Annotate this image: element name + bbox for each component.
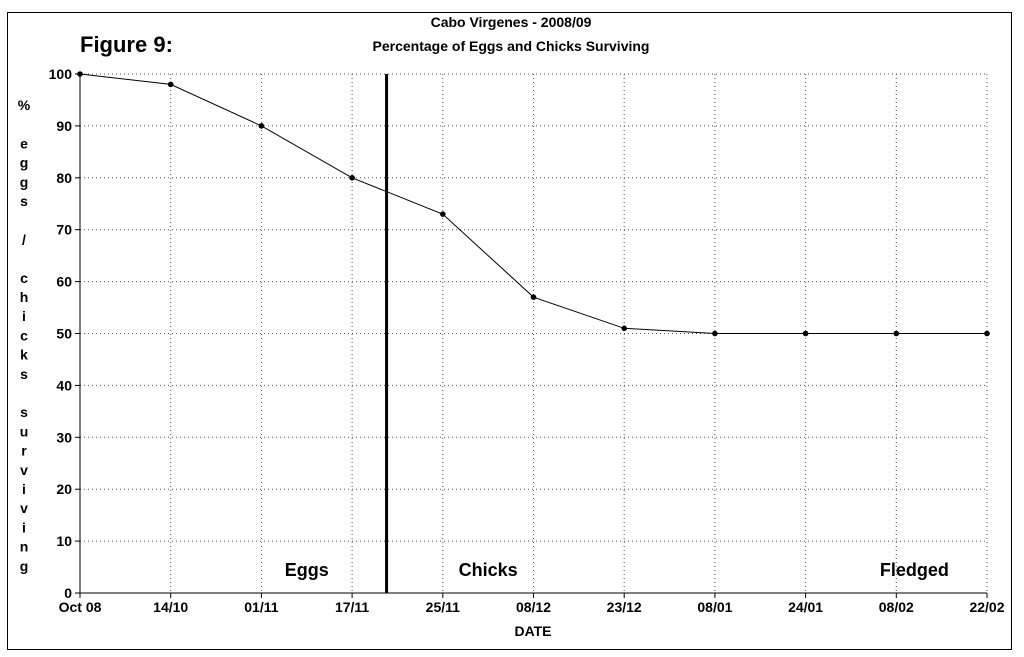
x-tick-label: 22/02 bbox=[969, 599, 1004, 615]
x-tick-label: 14/10 bbox=[153, 599, 188, 615]
data-point bbox=[621, 325, 627, 332]
y-label-char: / bbox=[22, 231, 26, 247]
data-point bbox=[440, 211, 446, 217]
y-label-char: % bbox=[18, 97, 31, 113]
y-label-char: c bbox=[20, 327, 28, 343]
grid bbox=[80, 73, 988, 593]
y-label-char: g bbox=[20, 174, 29, 190]
x-tick-label: 24/01 bbox=[788, 599, 823, 615]
x-tick-label: 08/12 bbox=[516, 599, 551, 615]
y-tick-label: 20 bbox=[56, 481, 72, 497]
y-label-char: g bbox=[20, 155, 29, 171]
stage-label: Eggs bbox=[285, 560, 329, 580]
y-tick-label: 60 bbox=[56, 274, 72, 290]
y-label-char: e bbox=[20, 135, 28, 151]
y-label-char: v bbox=[20, 462, 28, 478]
chart-title: Cabo Virgenes - 2008/09 bbox=[431, 14, 592, 30]
figure-label: Figure 9: bbox=[80, 32, 173, 57]
y-label-char: i bbox=[22, 308, 26, 324]
data-point bbox=[712, 330, 718, 337]
x-tick-label: 08/02 bbox=[879, 599, 914, 615]
data-point bbox=[349, 175, 355, 181]
data-point bbox=[77, 71, 83, 77]
y-label-char: s bbox=[20, 193, 28, 209]
y-tick-label: 10 bbox=[56, 533, 72, 549]
y-label-char: i bbox=[22, 519, 26, 535]
stage-annotations: Eggs Chicks Fledged bbox=[285, 74, 949, 593]
y-tick-label: 100 bbox=[49, 66, 73, 82]
data-point bbox=[258, 123, 265, 129]
y-label-char: v bbox=[20, 500, 28, 516]
y-label-char: u bbox=[20, 423, 29, 439]
y-label-char: h bbox=[20, 289, 29, 305]
axes bbox=[75, 73, 988, 598]
data-point bbox=[167, 81, 174, 88]
y-label-char: s bbox=[20, 404, 28, 420]
y-label-char: i bbox=[22, 481, 26, 497]
x-tick-label: 08/01 bbox=[697, 599, 732, 615]
y-label-char: k bbox=[20, 347, 28, 363]
series-survival bbox=[77, 71, 990, 337]
x-tick-label: Oct 08 bbox=[59, 599, 102, 615]
y-tick-label: 40 bbox=[56, 377, 72, 393]
stage-label: Fledged bbox=[880, 560, 949, 580]
x-tick-label: 25/11 bbox=[426, 599, 460, 615]
x-axis-label: DATE bbox=[514, 623, 551, 639]
y-label-char: c bbox=[20, 270, 28, 286]
y-tick-label: 50 bbox=[56, 326, 72, 342]
data-point bbox=[530, 294, 537, 300]
data-point bbox=[984, 330, 990, 337]
y-label-char: g bbox=[20, 558, 29, 574]
stage-label: Chicks bbox=[459, 560, 518, 580]
chart-subtitle: Percentage of Eggs and Chicks Surviving bbox=[373, 38, 650, 54]
y-label-char: r bbox=[21, 443, 27, 459]
y-label-char: s bbox=[20, 366, 28, 382]
y-tick-label: 70 bbox=[56, 222, 72, 238]
data-point bbox=[893, 330, 900, 337]
x-tick-labels: Oct 08 14/10 01/11 17/11 25/11 08/12 23/12 08/0… bbox=[59, 599, 1005, 615]
y-tick-label: 30 bbox=[56, 429, 72, 445]
x-tick-label: 23/12 bbox=[607, 599, 642, 615]
y-tick-label: 90 bbox=[56, 118, 72, 134]
y-tick-labels: 0 10 20 30 40 50 60 70 80 90 100 bbox=[49, 66, 73, 601]
data-point bbox=[802, 330, 809, 337]
y-tick-label: 80 bbox=[56, 170, 72, 186]
x-tick-label: 17/11 bbox=[335, 599, 369, 615]
x-tick-label: 01/11 bbox=[244, 599, 278, 615]
y-tick-label: 0 bbox=[64, 585, 72, 601]
chart-frame bbox=[7, 12, 1012, 650]
y-label-char: n bbox=[20, 539, 29, 555]
